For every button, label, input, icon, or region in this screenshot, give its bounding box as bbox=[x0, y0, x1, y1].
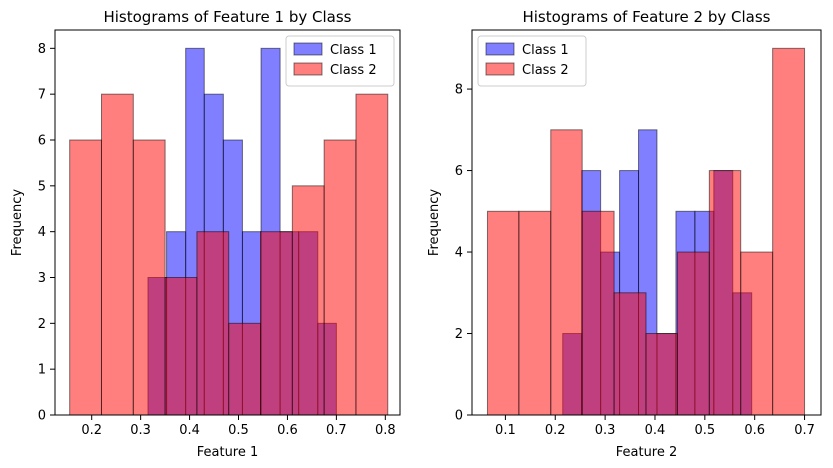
y-tick-label: 4 bbox=[38, 225, 46, 240]
y-axis-title: Frequency bbox=[10, 189, 25, 256]
histogram-panel-2: 0.1 0.2 0.3 0.4 0.5 0.6 0.7 0 2 4 6 8 Histograms of … bbox=[427, 8, 822, 460]
histogram-panel-1: 0.2 0.3 0.4 0.5 0.6 0.7 0.8 0 1 2 3 4 5 6 7 8 Histograms… bbox=[10, 8, 401, 460]
plot-frame bbox=[54, 29, 401, 416]
x-axis-title: Feature 2 bbox=[616, 445, 678, 460]
legend: Class 1 Class 2 bbox=[477, 35, 587, 87]
bar-class-2-bin-6 bbox=[228, 322, 262, 416]
y-tick-label: 1 bbox=[38, 363, 46, 378]
plot-frame bbox=[471, 29, 822, 416]
legend-swatch-class-2 bbox=[485, 62, 515, 76]
x-tick-label: 0.2 bbox=[545, 423, 566, 438]
legend-label-class-2: Class 2 bbox=[330, 63, 377, 78]
legend-label-class-2: Class 2 bbox=[522, 63, 569, 78]
y-axis-title: Frequency bbox=[427, 189, 442, 256]
bar-class-2-bin-3 bbox=[550, 129, 583, 416]
bar-class-2-bin-9 bbox=[740, 251, 774, 416]
legend-swatch-class-2 bbox=[293, 62, 323, 76]
bar-class-2-bin-4 bbox=[581, 210, 615, 416]
legend-label-class-1: Class 1 bbox=[330, 43, 377, 58]
x-tick-label: 0.7 bbox=[794, 423, 815, 438]
bar-class-2-bin-8 bbox=[708, 170, 742, 416]
x-tick-label: 0.4 bbox=[179, 423, 200, 438]
legend-label-class-1: Class 1 bbox=[522, 43, 569, 58]
bar-class-2-bin-10 bbox=[772, 47, 806, 416]
y-tick-label: 5 bbox=[38, 179, 46, 194]
legend-swatch-class-1 bbox=[293, 42, 323, 56]
x-tick-label: 0.5 bbox=[694, 423, 715, 438]
y-tick-label: 4 bbox=[455, 246, 463, 261]
bar-class-2-bin-10 bbox=[355, 93, 389, 416]
bar-class-2-bin-7 bbox=[260, 231, 293, 416]
y-tick-label: 8 bbox=[38, 42, 46, 57]
bar-class-2-bin-5 bbox=[613, 292, 647, 416]
bar-class-2-bin-8 bbox=[291, 185, 325, 416]
x-axis-title: Feature 1 bbox=[197, 445, 259, 460]
bar-class-2-bin-1 bbox=[69, 139, 102, 416]
bar-class-2-bin-7 bbox=[676, 251, 710, 416]
chart-title: Histograms of Feature 1 by Class bbox=[103, 8, 351, 26]
x-tick-label: 0.4 bbox=[645, 423, 666, 438]
y-tick-label: 7 bbox=[38, 88, 46, 103]
bar-class-2-bin-6 bbox=[645, 333, 678, 416]
y-tick-label: 2 bbox=[455, 327, 463, 342]
x-tick-label: 0.6 bbox=[277, 423, 298, 438]
legend-swatch-class-1 bbox=[485, 42, 515, 56]
bar-class-2-bin-3 bbox=[132, 139, 166, 416]
bar-class-2-bin-9 bbox=[323, 139, 357, 416]
y-tick-label: 8 bbox=[455, 83, 463, 98]
y-tick-label: 0 bbox=[455, 409, 463, 424]
y-tick-label: 6 bbox=[38, 134, 46, 149]
y-tick-label: 3 bbox=[38, 271, 46, 286]
y-tick-label: 6 bbox=[455, 164, 463, 179]
x-tick-label: 0.6 bbox=[744, 423, 765, 438]
bar-class-2-bin-2 bbox=[100, 93, 134, 416]
bar-class-2-bin-2 bbox=[518, 210, 552, 416]
x-tick-label: 0.3 bbox=[130, 423, 151, 438]
y-tick-label: 0 bbox=[38, 409, 46, 424]
chart-title: Histograms of Feature 2 by Class bbox=[522, 8, 770, 26]
x-tick-label: 0.7 bbox=[326, 423, 347, 438]
x-tick-label: 0.8 bbox=[375, 423, 396, 438]
bar-class-2-bin-4 bbox=[164, 277, 198, 416]
x-tick-label: 0.5 bbox=[228, 423, 249, 438]
legend: Class 1 Class 2 bbox=[285, 35, 395, 87]
bar-class-2-bin-5 bbox=[196, 231, 230, 416]
x-tick-label: 0.1 bbox=[495, 423, 516, 438]
x-tick-label: 0.2 bbox=[81, 423, 102, 438]
bar-class-2-bin-1 bbox=[486, 210, 520, 416]
x-tick-label: 0.3 bbox=[595, 423, 616, 438]
y-tick-label: 2 bbox=[38, 317, 46, 332]
